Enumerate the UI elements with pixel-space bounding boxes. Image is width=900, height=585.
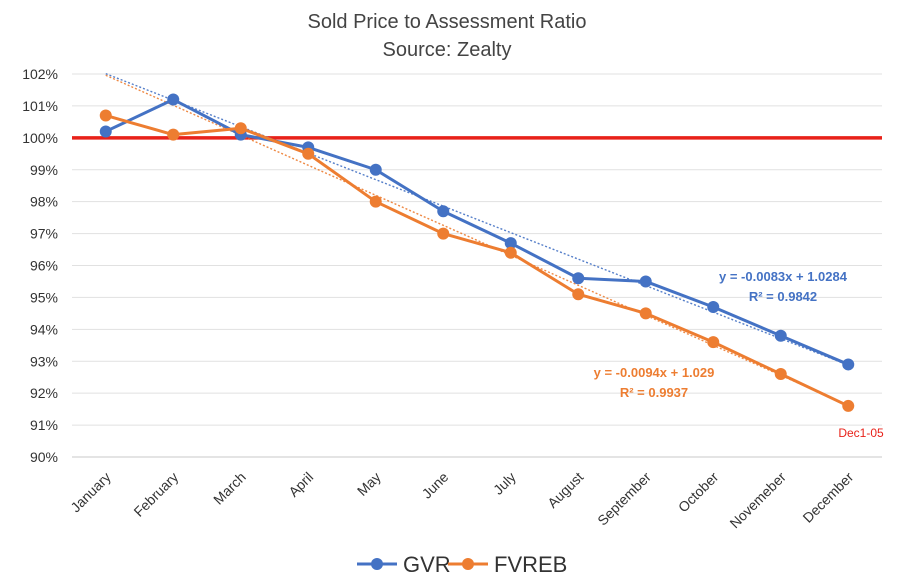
trendline <box>105 74 849 406</box>
data-point <box>707 336 720 349</box>
y-tick-label: 98% <box>30 194 58 210</box>
y-tick-label: 99% <box>30 162 58 178</box>
data-point <box>707 300 720 313</box>
y-tick-label: 90% <box>30 449 58 465</box>
fvreb-trend-r2: R² = 0.9937 <box>620 385 688 400</box>
series-line <box>105 114 849 408</box>
y-tick-label: 97% <box>30 226 58 242</box>
data-point <box>639 307 652 320</box>
legend-gvr-marker <box>371 558 383 570</box>
legend-fvreb-marker <box>462 558 474 570</box>
chart-title: Sold Price to Assessment Ratio <box>307 11 586 33</box>
y-tick-label: 102% <box>22 66 58 82</box>
x-tick-label: February <box>130 469 181 520</box>
y-tick-label: 95% <box>30 289 58 305</box>
data-point <box>167 93 180 106</box>
x-tick-label: August <box>544 469 586 511</box>
gvr-trend-r2: R² = 0.9842 <box>749 289 817 304</box>
y-tick-label: 93% <box>30 353 58 369</box>
data-point <box>639 275 652 288</box>
date-annotation: Dec1-05 <box>838 426 884 440</box>
series-group <box>99 93 855 412</box>
data-point <box>572 288 585 301</box>
data-point <box>99 125 112 138</box>
x-tick-label: April <box>285 469 316 500</box>
y-axis-ticks: 90% 91% 92% 93% 94% 95% 96% 97% 98% 99% 100% 101% 10… <box>22 66 58 465</box>
data-point <box>167 128 180 141</box>
data-point <box>504 237 517 250</box>
x-tick-label: Novemeber <box>726 469 789 532</box>
x-tick-label: October <box>675 469 722 516</box>
data-point <box>369 163 382 176</box>
data-point <box>504 246 517 259</box>
fvreb-trend-equation: y = -0.0094x + 1.029 <box>594 365 715 380</box>
data-point <box>572 272 585 285</box>
gvr-trend-equation: y = -0.0083x + 1.0284 <box>719 269 848 284</box>
y-tick-label: 96% <box>30 258 58 274</box>
x-tick-label: July <box>490 469 519 498</box>
x-tick-label: May <box>354 469 384 499</box>
data-point <box>774 368 787 381</box>
legend-fvreb-label: FVREB <box>494 552 567 577</box>
x-tick-label: January <box>67 469 114 516</box>
data-point <box>774 329 787 342</box>
data-point <box>437 227 450 240</box>
legend: GVR FVREB <box>357 552 567 577</box>
data-point <box>842 399 855 412</box>
data-point <box>842 358 855 371</box>
data-point <box>234 122 247 135</box>
trendlines <box>105 73 849 406</box>
y-tick-label: 100% <box>22 130 58 146</box>
y-tick-label: 92% <box>30 385 58 401</box>
data-point <box>302 147 315 160</box>
x-tick-label: March <box>210 469 249 508</box>
x-tick-label: September <box>594 469 654 529</box>
legend-gvr-label: GVR <box>403 552 451 577</box>
chart-subtitle: Source: Zealty <box>383 39 512 61</box>
trendline <box>105 73 849 366</box>
y-tick-label: 94% <box>30 321 58 337</box>
gvr-trend-label: y = -0.0083x + 1.0284 R² = 0.9842 <box>719 269 848 304</box>
fvreb-trend-label: y = -0.0094x + 1.029 R² = 0.9937 <box>594 365 715 400</box>
x-axis-ticks: January February March April May June July Augu… <box>67 469 856 532</box>
y-tick-label: 101% <box>22 98 58 114</box>
x-tick-label: June <box>419 469 452 502</box>
data-point <box>437 205 450 218</box>
data-point <box>369 195 382 208</box>
data-point <box>99 109 112 122</box>
x-tick-label: December <box>799 469 856 526</box>
y-tick-label: 91% <box>30 417 58 433</box>
